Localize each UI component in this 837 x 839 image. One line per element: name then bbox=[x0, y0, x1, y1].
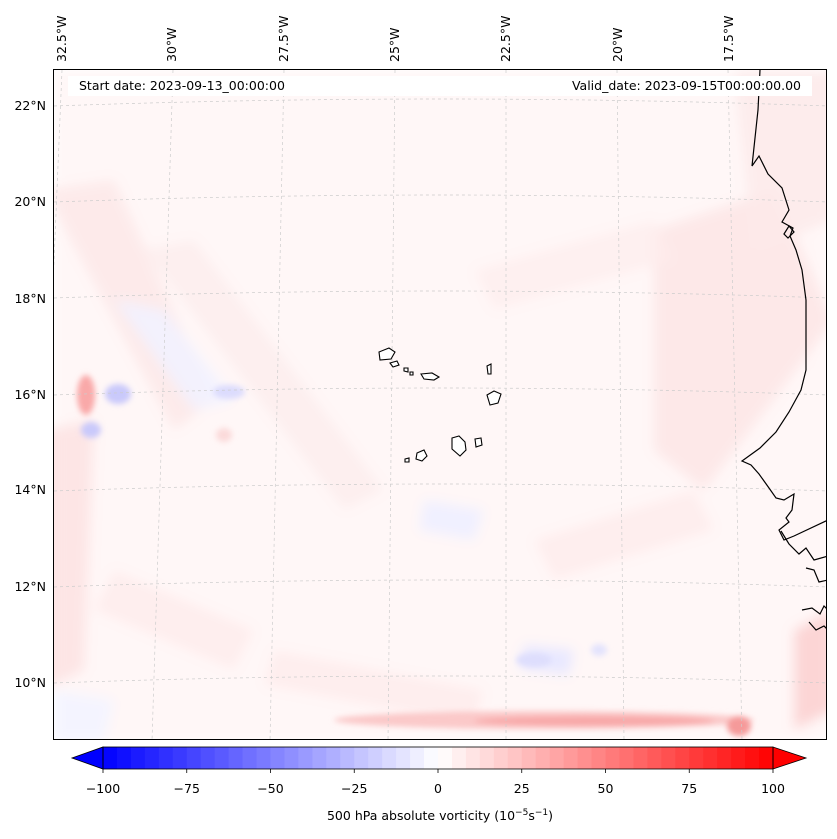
colorbar-segment bbox=[103, 747, 118, 769]
colorbar-segment bbox=[354, 747, 369, 769]
colorbar-tick-label: 25 bbox=[513, 781, 530, 796]
lat-label: 18°N bbox=[14, 291, 46, 306]
colorbar-segment bbox=[759, 747, 774, 769]
colorbar-min-arrow bbox=[70, 746, 104, 770]
colorbar-segment bbox=[326, 747, 341, 769]
colorbar-label-exp2: −1 bbox=[534, 808, 549, 818]
colorbar-segment bbox=[675, 747, 690, 769]
colorbar-label-end: ) bbox=[548, 808, 553, 824]
lat-label: 16°N bbox=[14, 387, 46, 402]
colorbar-max-arrow bbox=[772, 746, 808, 770]
lat-label: 12°N bbox=[14, 579, 46, 594]
colorbar-segment bbox=[298, 747, 313, 769]
colorbar-label-mid: s bbox=[528, 808, 535, 824]
colorbar-tick-label: −100 bbox=[85, 781, 121, 796]
lon-label: 22.5°W bbox=[498, 15, 513, 62]
colorbar-segment bbox=[424, 747, 439, 769]
lat-label: 14°N bbox=[14, 482, 46, 497]
colorbar-segments bbox=[103, 747, 774, 769]
colorbar-segment bbox=[438, 747, 453, 769]
colorbar-segment bbox=[633, 747, 648, 769]
colorbar-segment bbox=[256, 747, 272, 769]
colorbar-segment bbox=[382, 747, 397, 769]
colorbar-label: 500 hPa absolute vorticity (10−5s−1) bbox=[0, 808, 837, 823]
colorbar-ticks bbox=[102, 769, 774, 773]
colorbar-segment bbox=[731, 747, 746, 769]
colorbar-segment bbox=[396, 747, 411, 769]
lat-label: 20°N bbox=[14, 194, 46, 209]
colorbar-segment bbox=[270, 747, 286, 769]
colorbar-segment bbox=[144, 747, 160, 769]
valid-date-label: Valid_date: 2023-09-15T00:00:00.00 bbox=[571, 78, 801, 93]
colorbar-label-main: 500 hPa absolute vorticity (10 bbox=[326, 808, 516, 824]
colorbar-tick-label: 75 bbox=[681, 781, 698, 796]
start-date-label: Start date: 2023-09-13_00:00:00 bbox=[79, 78, 285, 93]
colorbar-segment bbox=[172, 747, 188, 769]
vorticity-features bbox=[77, 375, 754, 736]
colorbar-segment bbox=[186, 747, 202, 769]
colorbar-segment bbox=[451, 747, 467, 769]
colorbar-segment bbox=[549, 747, 565, 769]
colorbar-segment bbox=[340, 747, 355, 769]
colorbar-segment bbox=[214, 747, 230, 769]
colorbar-segment bbox=[158, 747, 174, 769]
colorbar-tick-label: −25 bbox=[341, 781, 368, 796]
colorbar-label-exp1: −5 bbox=[515, 808, 529, 818]
colorbar-segment bbox=[521, 747, 537, 769]
lat-label: 10°N bbox=[14, 675, 46, 690]
map-panel[interactable] bbox=[53, 69, 827, 740]
colorbar-segment bbox=[130, 747, 146, 769]
colorbar-segment bbox=[242, 747, 258, 769]
colorbar-segment bbox=[577, 747, 593, 769]
west-africa-coastline bbox=[740, 70, 826, 631]
colorbar-tick-label: −50 bbox=[257, 781, 284, 796]
header-strip bbox=[68, 76, 812, 96]
colorbar-tick-label: 50 bbox=[597, 781, 614, 796]
lon-label: 32.5°W bbox=[54, 15, 69, 62]
colorbar-segment bbox=[116, 747, 132, 769]
lon-label: 17.5°W bbox=[721, 15, 736, 62]
graticule bbox=[54, 70, 826, 739]
colorbar-segment bbox=[410, 747, 425, 769]
colorbar-segment bbox=[368, 747, 383, 769]
colorbar-segment bbox=[284, 747, 300, 769]
colorbar-segment bbox=[689, 747, 704, 769]
colorbar-segment bbox=[479, 747, 495, 769]
colorbar-segment bbox=[563, 747, 579, 769]
colorbar-segment bbox=[745, 747, 760, 769]
lon-label: 25°W bbox=[387, 27, 402, 62]
colorbar-segment bbox=[493, 747, 509, 769]
colorbar-segment bbox=[661, 747, 676, 769]
colorbar-segment bbox=[717, 747, 732, 769]
colorbar-tick-label: 100 bbox=[761, 781, 785, 796]
colorbar-tick-label: −75 bbox=[173, 781, 200, 796]
colorbar-segment bbox=[647, 747, 662, 769]
colorbar-segment bbox=[228, 747, 244, 769]
colorbar-segment bbox=[535, 747, 551, 769]
vorticity-field bbox=[54, 70, 826, 739]
colorbar-segment bbox=[703, 747, 718, 769]
colorbar-segment bbox=[200, 747, 216, 769]
colorbar-segment bbox=[591, 747, 607, 769]
lon-label: 27.5°W bbox=[276, 15, 291, 62]
lat-label: 22°N bbox=[14, 98, 46, 113]
cape-verde-islands bbox=[378, 347, 502, 463]
lon-label: 30°W bbox=[164, 27, 179, 62]
colorbar bbox=[70, 746, 808, 773]
colorbar-segment bbox=[605, 747, 621, 769]
colorbar-segment bbox=[507, 747, 523, 769]
colorbar-segment bbox=[465, 747, 481, 769]
lon-label: 20°W bbox=[610, 27, 625, 62]
vorticity-map bbox=[54, 70, 826, 739]
colorbar-segment bbox=[619, 747, 635, 769]
colorbar-tick-label: 0 bbox=[434, 781, 442, 796]
colorbar-segment bbox=[312, 747, 327, 769]
